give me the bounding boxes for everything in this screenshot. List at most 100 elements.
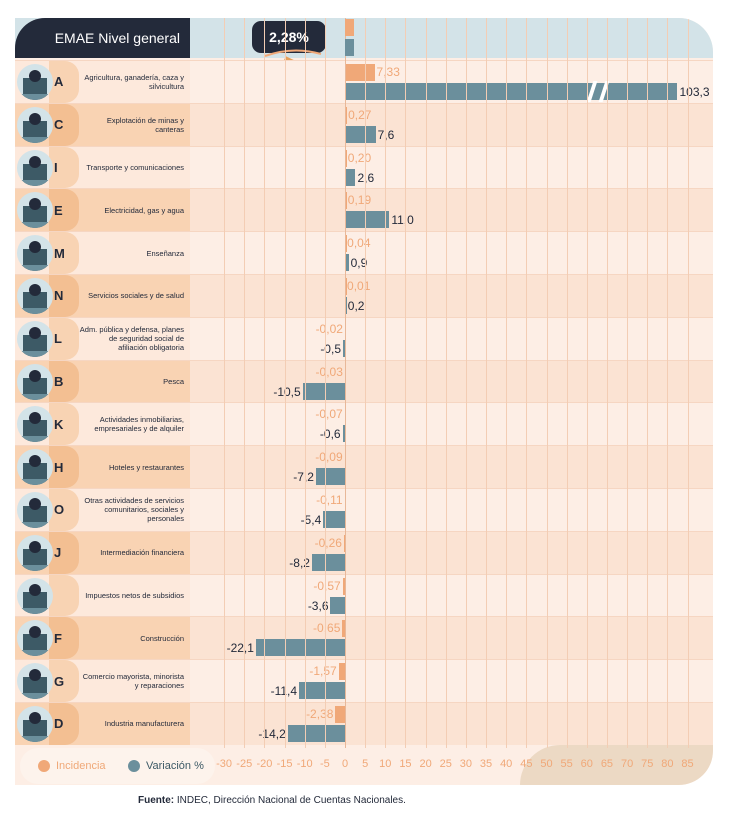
sector-row: O Otras actividades de servicios comunit… [15,488,713,531]
sector-label: K Actividades inmobiliarias, empresarial… [15,403,190,446]
x-tick-label: -25 [236,758,253,770]
incidencia-label: -0,26 [314,535,342,550]
gridline [345,18,346,748]
sector-letter: F [49,617,79,660]
variacion-bar [323,511,345,528]
sector-letter: I [49,146,79,189]
sector-name: Adm. pública y defensa, planes de seguri… [79,325,184,353]
sector-letter: C [49,103,79,146]
variacion-bar [311,553,345,571]
sector-letter: J [49,531,79,574]
source-text: INDEC, Dirección Nacional de Cuentas Nac… [174,795,406,806]
variacion-bar [342,339,345,357]
sector-row: F Construcción -0,65 -22,1 [15,616,713,660]
sector-label: N Servicios sociales y de salud [15,275,190,317]
fish-icon [17,363,53,400]
x-tick-label: 85 [681,758,694,770]
sector-row: A Agricultura, ganadería, caza y silvicu… [15,60,713,103]
legend-label: Variación % [146,760,204,772]
incidencia-label: -0,11 [316,493,343,507]
variacion-label: -7,2 [293,470,314,485]
x-tick-label: 25 [439,758,452,770]
x-tick-label: 50 [540,758,553,770]
sector-label: O Otras actividades de servicios comunit… [15,489,190,531]
incidencia-label: -0,09 [315,450,343,465]
gridline [284,18,286,748]
incidencia-bar [343,534,346,552]
gridline [647,18,649,748]
variacion-bar [255,639,345,657]
taxes-icon [17,577,53,614]
gridline [224,18,226,748]
variacion-label: -11,4 [271,684,297,698]
sector-label: B Pesca [15,360,190,403]
gridline [566,18,568,748]
tractor-icon [17,64,53,100]
sector-row: E Electricidad, gas y agua 0,19 11,0 [15,188,713,232]
sector-name: Pesca [163,376,184,386]
sector-label: F Construcción [15,617,190,660]
sector-row: N Servicios sociales y de salud 0,01 0,2 [15,274,713,317]
sector-name: Enseñanza [146,248,184,258]
x-tick-label: 20 [419,758,432,770]
x-tick-label: 30 [459,758,473,770]
x-tick-label: 5 [362,758,369,770]
variacion-label: -3,6 [307,598,329,613]
gridline [385,18,387,748]
government-icon [17,320,53,357]
variacion-label: -22,1 [226,641,254,656]
gridline [244,18,246,748]
sector-letter: O [49,489,79,531]
sector-row: L Adm. pública y defensa, planes de segu… [15,316,713,360]
sector-label: E Electricidad, gas y agua [15,189,190,232]
incidencia-label: -0,65 [313,621,341,636]
real-estate-icon [17,406,53,443]
x-tick-label: -10 [296,758,313,770]
sector-letter [49,574,79,617]
gridline [324,18,326,748]
sector-label: I Transporte y comunicaciones [15,146,190,189]
sector-row: Impuestos netos de subsidios -0,57 -3,6 [15,573,713,617]
sector-label: C Explotación de minas y canteras [15,103,190,146]
sector-name: Servicios sociales y de salud [88,291,184,301]
sector-name: Intermediación financiera [100,548,184,558]
sector-name: Otras actividades de servicios comunitar… [84,496,184,524]
legend-incidencia: Incidencia [38,760,106,772]
incidencia-label: -0,03 [315,364,343,379]
variacion-label: 0,9 [350,256,368,271]
incidencia-label: 7,33 [376,65,400,79]
variacion-bar [342,425,345,443]
bank-icon [17,534,53,571]
incidencia-bar [345,64,375,81]
variacion-bar [345,211,390,229]
sector-name: Comercio mayorista, minorista y reparaci… [82,672,184,691]
incidencia-label: 0,01 [347,279,371,293]
variacion-label: -10,5 [273,384,301,399]
gridline [526,18,528,748]
variacion-bar [345,125,376,143]
sector-letter: H [49,446,79,488]
sector-row: B Pesca -0,03 -10,5 [15,359,713,403]
x-tick-label: -15 [276,758,293,770]
x-tick-label: 45 [520,758,533,770]
emae-badge: 2,28% [252,21,326,53]
community-icon [17,492,53,528]
sector-letter: A [49,61,79,103]
commerce-icon [17,663,53,700]
incidencia-bar [338,663,345,681]
gridline [486,18,488,748]
x-tick-label: 40 [500,758,513,770]
variacion-label: 11,0 [391,213,414,228]
incidencia-swatch [38,760,50,772]
x-tick-label: -30 [216,758,233,770]
sector-name: Electricidad, gas y agua [104,205,184,215]
variacion-bar [299,682,345,700]
sector-label: Impuestos netos de subsidios [15,574,190,617]
gridline [445,18,447,748]
sector-letter: M [49,232,79,274]
transport-icon [17,149,53,186]
oil-pump-icon [17,106,53,143]
incidencia-label: -2,38 [306,707,334,721]
sector-letter: N [49,275,79,317]
